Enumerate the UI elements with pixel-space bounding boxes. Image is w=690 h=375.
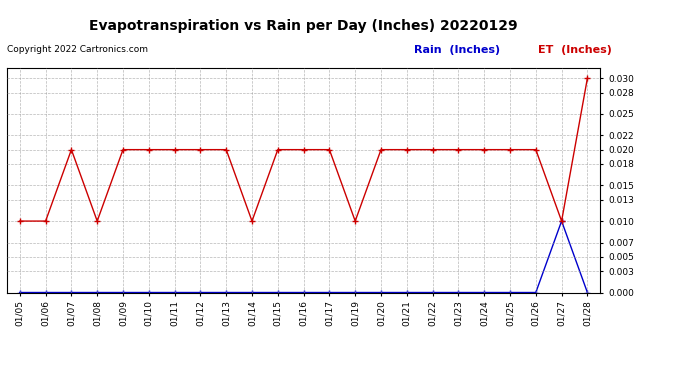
Text: Copyright 2022 Cartronics.com: Copyright 2022 Cartronics.com <box>7 45 148 54</box>
Text: Evapotranspiration vs Rain per Day (Inches) 20220129: Evapotranspiration vs Rain per Day (Inch… <box>89 19 518 33</box>
Text: Rain  (Inches): Rain (Inches) <box>414 45 500 55</box>
Text: ET  (Inches): ET (Inches) <box>538 45 612 55</box>
